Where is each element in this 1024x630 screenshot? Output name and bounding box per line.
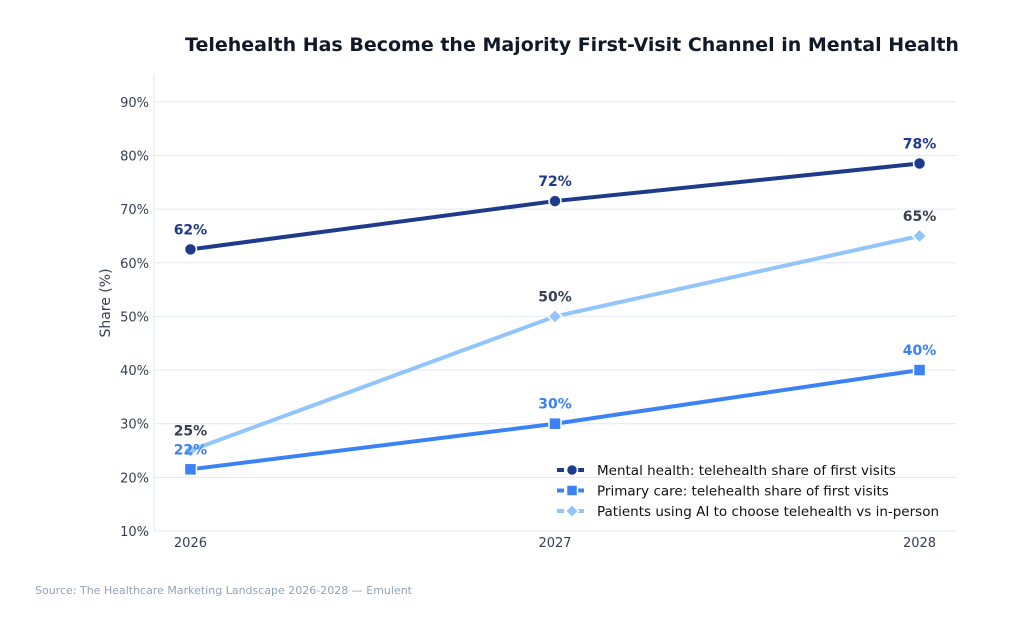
data-point-diamond	[546, 308, 564, 325]
y-axis-label: Share (%)	[98, 268, 114, 337]
data-label: 22%	[174, 442, 208, 458]
data-point-circle	[565, 463, 579, 477]
data-label: 30%	[538, 397, 572, 413]
legend-label: Primary care: telehealth share of first …	[597, 484, 889, 500]
data-label: 40%	[903, 343, 937, 359]
x-tick-label: 2026	[174, 536, 207, 551]
data-point-square	[548, 416, 562, 431]
chart-title: Telehealth Has Become the Majority First…	[185, 34, 959, 56]
data-label: 78%	[903, 137, 937, 153]
data-point-diamond	[182, 442, 199, 459]
data-label: 62%	[174, 222, 208, 238]
data-label: 65%	[903, 209, 937, 225]
y-tick-label: 30%	[120, 418, 149, 433]
x-tick-label: 2027	[538, 536, 571, 551]
y-tick-label: 60%	[120, 257, 149, 272]
data-label: 72%	[538, 174, 572, 190]
legend-label: Patients using AI to choose telehealth v…	[597, 504, 939, 520]
data-point-square	[912, 363, 927, 377]
data-point-diamond	[911, 227, 928, 245]
y-tick-label: 70%	[120, 203, 149, 218]
data-point-circle	[548, 194, 562, 208]
y-tick-label: 10%	[120, 525, 149, 540]
data-point-square	[183, 462, 198, 477]
data-label: 25%	[174, 424, 208, 440]
data-point-circle	[183, 242, 198, 257]
data-point-diamond	[564, 503, 580, 519]
y-tick-label: 50%	[120, 310, 149, 325]
y-tick-label: 80%	[120, 149, 149, 164]
y-tick-label: 40%	[120, 364, 149, 379]
y-tick-label: 20%	[120, 471, 149, 486]
source-note: Source: The Healthcare Marketing Landsca…	[35, 584, 413, 597]
data-point-circle	[912, 156, 927, 171]
data-label: 50%	[538, 289, 572, 305]
y-tick-label: 90%	[120, 96, 149, 111]
data-point-square	[565, 484, 579, 497]
x-tick-label: 2028	[903, 536, 936, 551]
legend-label: Mental health: telehealth share of first…	[597, 463, 896, 479]
